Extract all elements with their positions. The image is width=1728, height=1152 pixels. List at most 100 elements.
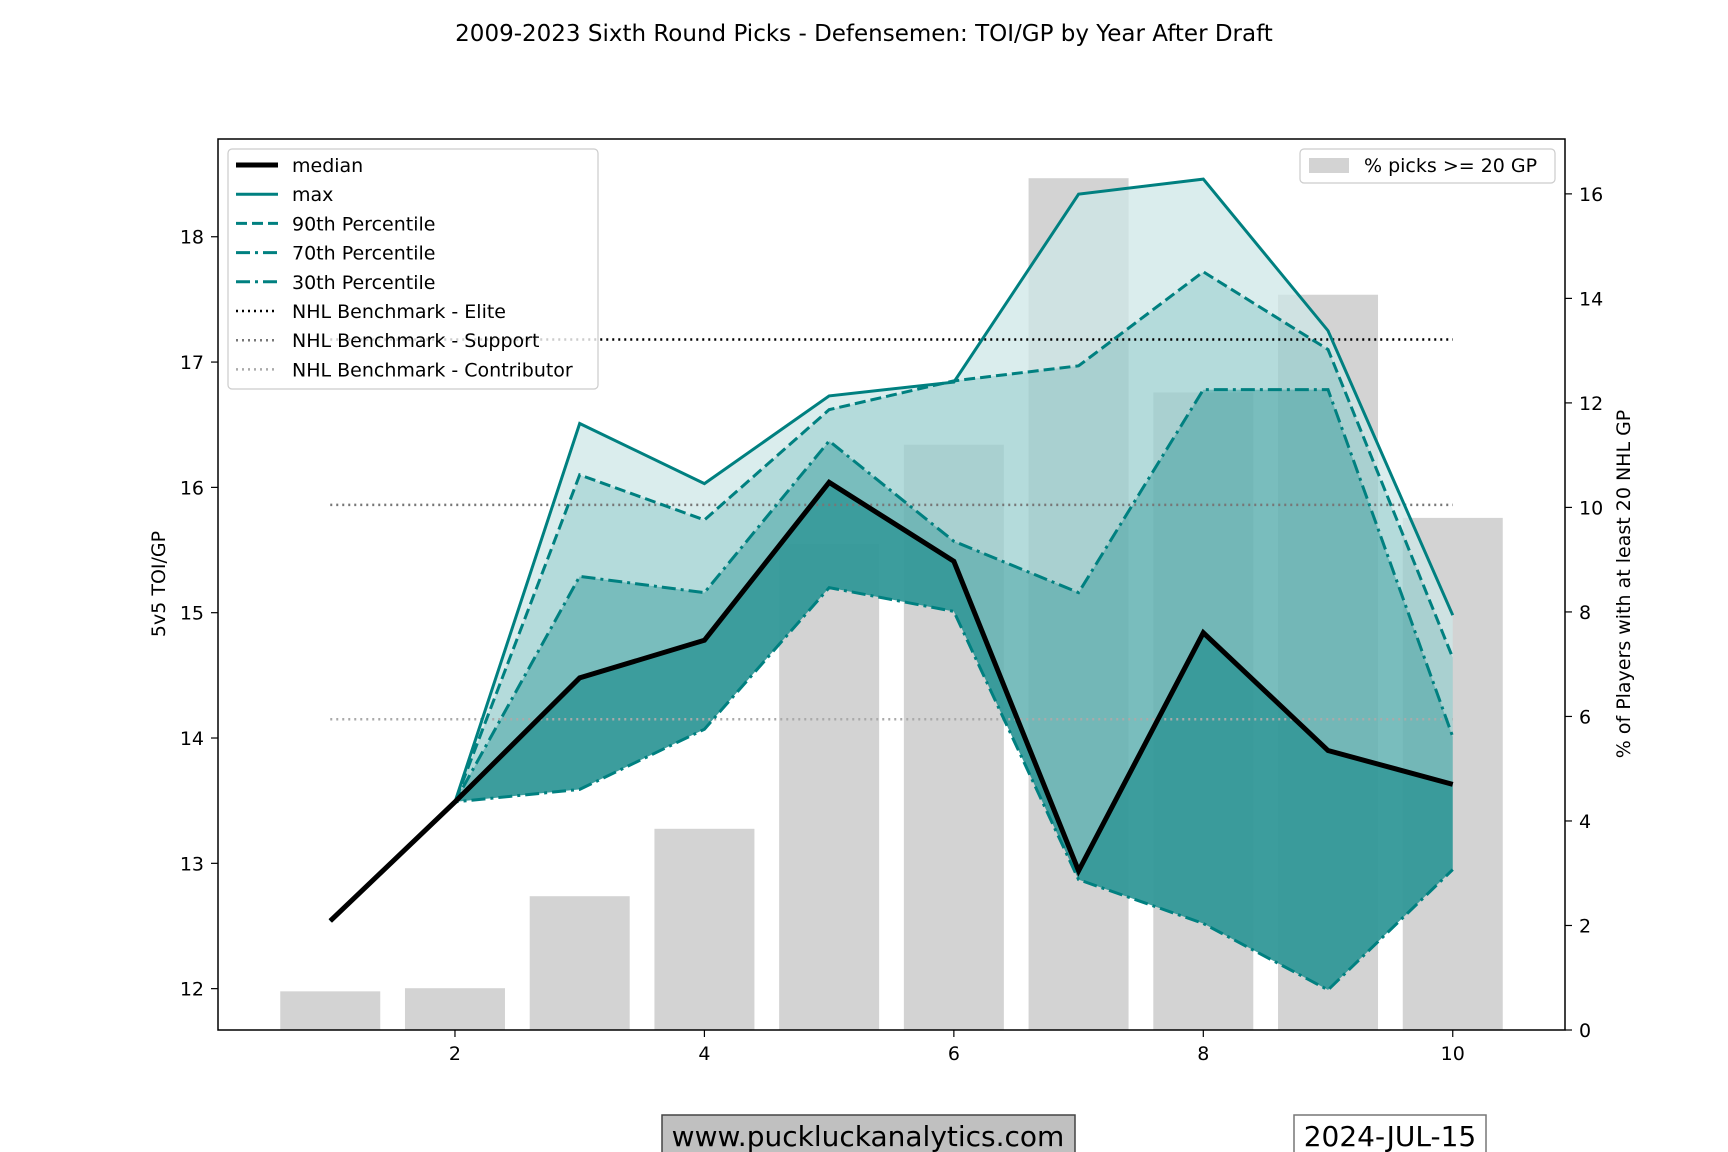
point-1-4	[829, 409, 830, 410]
point-1-8	[1327, 349, 1328, 350]
legend-left: median max 90th Percentile 70th Percentile 3…	[227, 148, 599, 390]
bar-year-2	[404, 988, 505, 1030]
y2-tick-label-0: 0	[1579, 1020, 1591, 1042]
legend-right-frame	[1299, 148, 1556, 184]
point-4-8	[1327, 750, 1328, 751]
point-4-9	[1452, 784, 1453, 785]
point-4-1	[454, 801, 455, 802]
point-3-8	[1327, 989, 1328, 990]
y-tick-label-0: 12	[180, 979, 204, 1001]
y2-tick-label-2: 4	[1579, 811, 1591, 833]
point-1-7	[1203, 271, 1204, 272]
legend-left-label-1: max	[292, 184, 333, 206]
point-3-6	[1078, 879, 1079, 880]
legend-left-label-5: NHL Benchmark - Elite	[292, 301, 506, 323]
series-line-median	[328, 479, 1454, 923]
point-0-4	[829, 395, 830, 396]
series-line-70th-percentile	[329, 388, 1455, 923]
point-4-0	[330, 920, 331, 921]
legend-right: % picks >= 20 GP	[1299, 148, 1556, 184]
y2-tick-label-1: 2	[1579, 915, 1591, 937]
legend-left-label-4: 30th Percentile	[292, 272, 435, 294]
point-0-9	[1452, 615, 1453, 616]
website-text: www.puckluckanalytics.com	[672, 1120, 1065, 1152]
y-tick-label-4: 16	[180, 477, 204, 499]
bar-year-1	[280, 991, 381, 1030]
point-3-3	[704, 729, 705, 730]
legend-left-label-6: NHL Benchmark - Support	[292, 330, 539, 352]
y-axis-label: 5v5 TOI/GP	[148, 531, 170, 637]
point-3-9	[1452, 869, 1453, 870]
y2-tick-label-5: 10	[1579, 497, 1603, 519]
point-1-3	[704, 519, 705, 520]
point-3-2	[579, 789, 580, 790]
point-4-3	[704, 640, 705, 641]
band-90-70	[330, 271, 1453, 921]
point-2-4	[829, 440, 830, 441]
band-70-median	[330, 389, 1453, 921]
legend-right-label: % picks >= 20 GP	[1364, 155, 1537, 177]
series-line-90th-percentile	[329, 270, 1455, 923]
point-2-7	[1203, 389, 1204, 390]
point-2-8	[1327, 389, 1328, 390]
point-4-7	[1203, 632, 1204, 633]
band-median-30	[330, 482, 1453, 990]
y2-tick-label-4: 8	[1579, 602, 1591, 624]
point-3-4	[829, 587, 830, 588]
y2-tick-label-7: 14	[1579, 288, 1603, 310]
point-2-3	[704, 592, 705, 593]
point-4-6	[1078, 870, 1079, 871]
legend-left-label-2: 90th Percentile	[292, 213, 435, 235]
series-line-max	[329, 177, 1455, 923]
chart-title: 2009-2023 Sixth Round Picks - Defensemen…	[455, 21, 1273, 47]
plot-frame	[217, 138, 1566, 1031]
point-1-2	[579, 474, 580, 475]
y-tick-label-3: 15	[180, 603, 204, 625]
point-1-6	[1078, 365, 1079, 366]
y2-axis-label: % of Players with at least 20 NHL GP	[1613, 410, 1635, 759]
axes-layer: 2 4 6 8 10 12 13 14 15 16 17 18 0 2 4 6 8 10 12 14 16	[180, 184, 1603, 1065]
point-4-2	[579, 677, 580, 678]
point-2-5	[953, 541, 954, 542]
point-2-2	[579, 576, 580, 577]
point-1-9	[1452, 657, 1453, 658]
y2-tick-label-3: 6	[1579, 706, 1591, 728]
bands-layer	[330, 179, 1453, 990]
y2-tick-label-6: 12	[1579, 393, 1603, 415]
date-text: 2024-JUL-15	[1304, 1120, 1477, 1152]
legend-left-label-3: 70th Percentile	[292, 243, 435, 265]
y-tick-label-6: 18	[180, 227, 204, 249]
y-tick-label-1: 13	[180, 853, 204, 875]
point-0-8	[1327, 330, 1328, 331]
point-4-5	[953, 561, 954, 562]
point-3-7	[1203, 923, 1204, 924]
date-box	[1293, 1114, 1487, 1152]
y-tick-label-2: 14	[180, 728, 204, 750]
x-tick-label-1: 4	[698, 1043, 710, 1065]
x-tick-label-2: 6	[948, 1043, 960, 1065]
point-0-6	[1078, 194, 1079, 195]
y2-tick-label-8: 16	[1579, 184, 1603, 206]
point-0-2	[579, 423, 580, 424]
point-4-4	[829, 482, 830, 483]
point-3-5	[953, 611, 954, 612]
legend-left-frame	[227, 148, 599, 390]
y-tick-label-5: 17	[180, 352, 204, 374]
bar-year-3	[529, 896, 630, 1030]
series-line-30th-percentile	[329, 585, 1454, 992]
x-tick-label-0: 2	[449, 1043, 461, 1065]
legend-left-label-0: median	[292, 155, 363, 177]
point-2-6	[1078, 592, 1079, 593]
lines-layer	[328, 177, 1455, 992]
point-0-7	[1203, 179, 1204, 180]
point-0-3	[704, 483, 705, 484]
legend-right-swatch	[1309, 158, 1349, 173]
x-tick-label-3: 8	[1197, 1043, 1209, 1065]
bar-year-4	[654, 828, 755, 1030]
website-box	[661, 1114, 1076, 1152]
legend-left-label-7: NHL Benchmark - Contributor	[292, 359, 573, 381]
x-tick-label-4: 10	[1441, 1043, 1465, 1065]
point-2-9	[1452, 736, 1453, 737]
point-1-5	[953, 380, 954, 381]
